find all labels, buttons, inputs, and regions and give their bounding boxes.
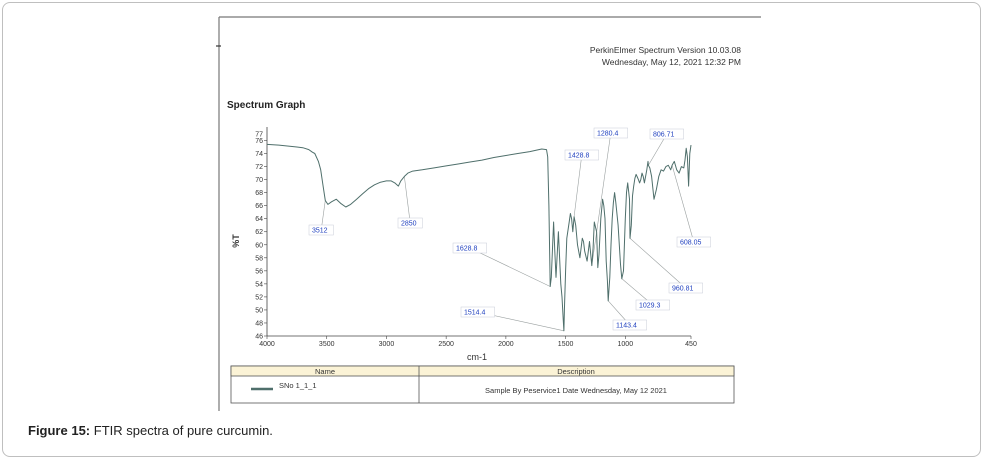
y-tick-label: 46: [255, 334, 263, 341]
peak-annotation-label: 960.81: [672, 286, 694, 293]
x-ticks: 4000 3500 3000 2500 2000 1500 1000 450: [259, 336, 697, 348]
peak-annotation-label: 806.71: [653, 132, 675, 139]
legend-table-header-bg: [230, 365, 735, 377]
legend-table: Name Description SNo 1_1_1 Sample By Pes…: [230, 365, 735, 404]
y-tick-label: 58: [255, 255, 263, 262]
annotation-box: [397, 217, 423, 229]
y-tick-label-top: 77: [255, 132, 263, 139]
y-tick-label: 74: [255, 151, 263, 158]
annotation-box: [668, 282, 703, 294]
y-tick-label: 56: [255, 268, 263, 275]
y-tick-label: 50: [255, 307, 263, 314]
annotation-leader: [671, 165, 695, 243]
y-tick-label: 48: [255, 320, 263, 327]
annotation-box: [308, 224, 334, 236]
figure-caption-text: FTIR spectra of pure curcumin.: [93, 423, 273, 438]
software-version: PerkinElmer Spectrum Version 10.03.08: [590, 45, 741, 55]
peak-annotation-label: 1143.4: [616, 323, 637, 330]
peak-annotation-label: 1029.3: [639, 303, 661, 310]
y-tick-label: 60: [255, 242, 263, 249]
y-tick-label: 68: [255, 190, 263, 197]
y-tick-label: 76: [255, 138, 263, 145]
y-tick-label: 62: [255, 229, 263, 236]
x-tick-label: 2000: [498, 341, 514, 348]
peak-annotation-label: 1428.8: [568, 153, 590, 160]
annotation-box: [649, 128, 684, 140]
figure-image: PerkinElmer Spectrum Version 10.03.08 We…: [213, 11, 769, 416]
y-tick-label: 52: [255, 294, 263, 301]
annotation-leader: [629, 238, 686, 289]
y-tick-label: 70: [255, 177, 263, 184]
annotation-leader: [591, 132, 612, 266]
ftir-chart: PerkinElmer Spectrum Version 10.03.08 We…: [216, 16, 761, 411]
annotation-box: [635, 299, 670, 311]
annotation-box: [593, 127, 628, 139]
annotation-box: [460, 306, 495, 318]
annotation-leader: [573, 154, 583, 217]
x-tick-label: 1500: [558, 341, 574, 348]
spectrum-line: [266, 143, 692, 332]
figure-caption-label: Figure 15:: [28, 423, 91, 438]
peak-annotation-label: 1628.8: [456, 246, 478, 253]
report-datetime: Wednesday, May 12, 2021 12:32 PM: [602, 57, 741, 67]
legend-header-name: Name: [315, 367, 335, 376]
y-axis-label: %T: [231, 234, 241, 248]
peak-annotation-label: 1280.4: [597, 131, 619, 138]
annotation-leader: [404, 176, 411, 224]
y-tick-label: 64: [255, 216, 263, 223]
legend-row-description: Sample By Peservice1 Date Wednesday, May…: [485, 386, 667, 395]
annotation-box: [612, 319, 647, 331]
peak-annotation-label: 2850: [401, 221, 417, 228]
figure-caption: Figure 15: FTIR spectra of pure curcumin…: [28, 423, 273, 438]
x-tick-label: 2500: [438, 341, 454, 348]
x-tick-label: 4000: [259, 341, 275, 348]
legend-header-description: Description: [557, 367, 595, 376]
y-tick-label: 66: [255, 203, 263, 210]
annotation-box: [564, 149, 599, 161]
peak-annotations: 3512 2850 1628.8 1514.4 1428.8 1280.4 1143.4 10…: [308, 127, 711, 331]
x-tick-label: 450: [685, 341, 697, 348]
annotation-box: [676, 236, 711, 248]
y-tick-label: 72: [255, 164, 263, 171]
y-tick-label: 54: [255, 281, 263, 288]
chart-title: Spectrum Graph: [227, 100, 305, 111]
peak-annotation-label: 3512: [312, 228, 328, 235]
x-tick-label: 3500: [319, 341, 335, 348]
legend-row-name: SNo 1_1_1: [279, 381, 317, 390]
x-tick-label: 3000: [379, 341, 395, 348]
x-axis-label: cm-1: [467, 352, 487, 362]
figure-card: PerkinElmer Spectrum Version 10.03.08 We…: [2, 2, 981, 457]
peak-annotation-label: 1514.4: [464, 310, 486, 317]
annotation-leader: [469, 247, 551, 287]
peak-annotation-label: 608.05: [680, 240, 702, 247]
annotation-box: [452, 242, 487, 254]
x-tick-label: 1000: [618, 341, 634, 348]
